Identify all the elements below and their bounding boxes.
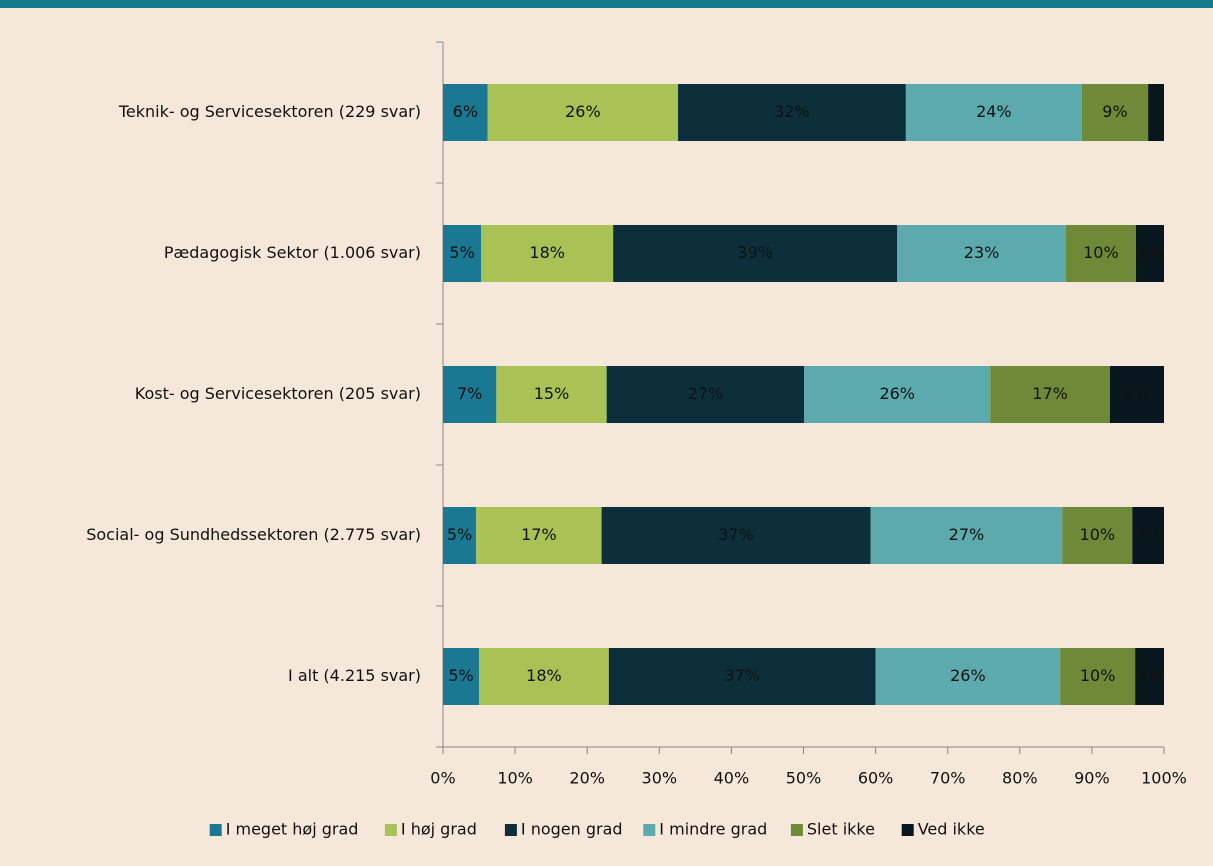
bar-segment [1148, 84, 1164, 141]
bar-segment [479, 648, 609, 705]
value-label: 17% [1032, 384, 1068, 403]
bar-segment [875, 648, 1061, 705]
bar-segment [1062, 507, 1133, 564]
bar-segment [1132, 507, 1164, 564]
value-label: 5% [447, 525, 472, 544]
y-tick-label: Teknik- og Servicesektoren (229 svar) [118, 102, 421, 121]
x-tick-label: 30% [642, 769, 678, 788]
bar-segment [608, 648, 876, 705]
legend-label: I nogen grad [521, 820, 623, 839]
bar-segment [613, 225, 898, 282]
value-label: 10% [1080, 525, 1116, 544]
value-label: 4% [1137, 243, 1162, 262]
x-tick-label: 70% [930, 769, 966, 788]
bar-segment [1065, 225, 1136, 282]
bar-segment [1081, 84, 1149, 141]
bar-segment [870, 507, 1063, 564]
bar-segment [897, 225, 1066, 282]
legend-swatch [384, 824, 397, 836]
bar-segment [606, 366, 805, 423]
x-tick-label: 20% [569, 769, 605, 788]
bar-segment [443, 648, 480, 705]
value-label: 27% [949, 525, 985, 544]
bar-segment [678, 84, 906, 141]
y-tick-label: Social- og Sundhedssektoren (2.775 svar) [86, 525, 421, 544]
value-label: 15% [534, 384, 570, 403]
legend-swatch [209, 824, 222, 836]
legend-label: Slet ikke [807, 820, 875, 839]
value-label: 39% [737, 243, 773, 262]
y-tick-label: I alt (4.215 svar) [288, 666, 421, 685]
bar-segment [443, 225, 482, 282]
legend-label: Ved ikke [918, 820, 985, 839]
x-tick-label: 100% [1141, 769, 1187, 788]
legend-label: I meget høj grad [226, 820, 359, 839]
legend-swatch [643, 824, 656, 836]
bar-segment [1109, 366, 1164, 423]
bar-segment [476, 507, 602, 564]
value-label: 9% [1102, 102, 1127, 121]
value-label: 4% [1135, 525, 1160, 544]
x-tick-label: 50% [786, 769, 822, 788]
legend-swatch [504, 824, 517, 836]
bar-segment [443, 84, 488, 141]
legend-swatch [790, 824, 803, 836]
value-label: 37% [724, 666, 760, 685]
bar-segment [1060, 648, 1136, 705]
bar-segment [487, 84, 679, 141]
value-label: 6% [453, 102, 478, 121]
value-label: 10% [1080, 666, 1116, 685]
x-tick-label: 90% [1074, 769, 1110, 788]
bar-segment [1135, 225, 1164, 282]
value-label: 7% [457, 384, 482, 403]
value-label: 27% [688, 384, 724, 403]
value-label: 26% [565, 102, 601, 121]
legend-label: I høj grad [401, 820, 477, 839]
bar-segment [443, 507, 477, 564]
value-label: 18% [526, 666, 562, 685]
bar-segment [481, 225, 614, 282]
legend-label: I mindre grad [659, 820, 767, 839]
value-label: 26% [950, 666, 986, 685]
value-label: 24% [976, 102, 1012, 121]
bar-segment [601, 507, 871, 564]
value-label: 17% [521, 525, 557, 544]
bar-segment [443, 366, 497, 423]
x-tick-label: 80% [1002, 769, 1038, 788]
y-tick-label: Kost- og Servicesektoren (205 svar) [135, 384, 421, 403]
x-tick-label: 0% [430, 769, 455, 788]
bar-segment [990, 366, 1110, 423]
top-band [0, 0, 1213, 8]
value-label: 26% [879, 384, 915, 403]
bar-segment [905, 84, 1082, 141]
value-label: 10% [1083, 243, 1119, 262]
x-tick-label: 60% [858, 769, 894, 788]
value-label: 18% [529, 243, 565, 262]
legend-swatch [901, 824, 914, 836]
value-label: 4% [1137, 666, 1162, 685]
value-label: 5% [448, 666, 473, 685]
x-tick-label: 40% [714, 769, 750, 788]
bar-segment [804, 366, 991, 423]
value-label: 37% [718, 525, 754, 544]
value-label: 5% [449, 243, 474, 262]
y-tick-label: Pædagogisk Sektor (1.006 svar) [164, 243, 421, 262]
value-label: 23% [964, 243, 1000, 262]
bar-segment [1135, 648, 1164, 705]
value-label: 8% [1124, 384, 1149, 403]
bar-segment [496, 366, 607, 423]
value-label: 32% [774, 102, 810, 121]
x-tick-label: 10% [497, 769, 533, 788]
